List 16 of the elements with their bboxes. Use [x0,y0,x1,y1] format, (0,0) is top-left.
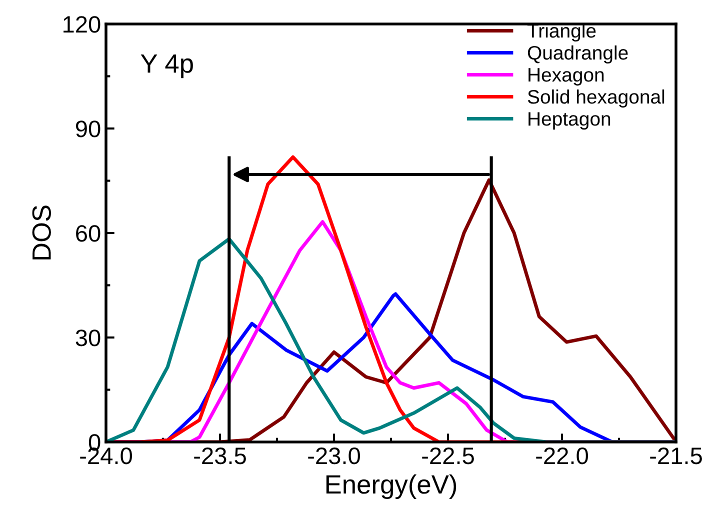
x-tick-label: -21.5 [650,447,702,464]
legend-label: Quadrangle [528,45,628,64]
y-axis-title: DOS [32,206,51,260]
x-axis-title: Energy(eV) [326,474,456,500]
legend-label: Heptagon [528,112,610,130]
annotation: Y 4p [140,54,193,78]
x-tick-label: -23.5 [194,447,246,464]
x-tick-label: -23.0 [308,447,360,464]
y-tick-label: 90 [76,120,100,138]
y-tick-label: 120 [64,16,100,33]
y-tick-label: 60 [76,225,100,242]
y-tick-label: 30 [76,330,100,346]
legend-label: Solid hexagonal [528,89,664,108]
x-tick-label: -22.0 [536,447,588,464]
legend-label: Hexagon [528,68,604,86]
x-tick-label: -22.5 [422,447,474,464]
